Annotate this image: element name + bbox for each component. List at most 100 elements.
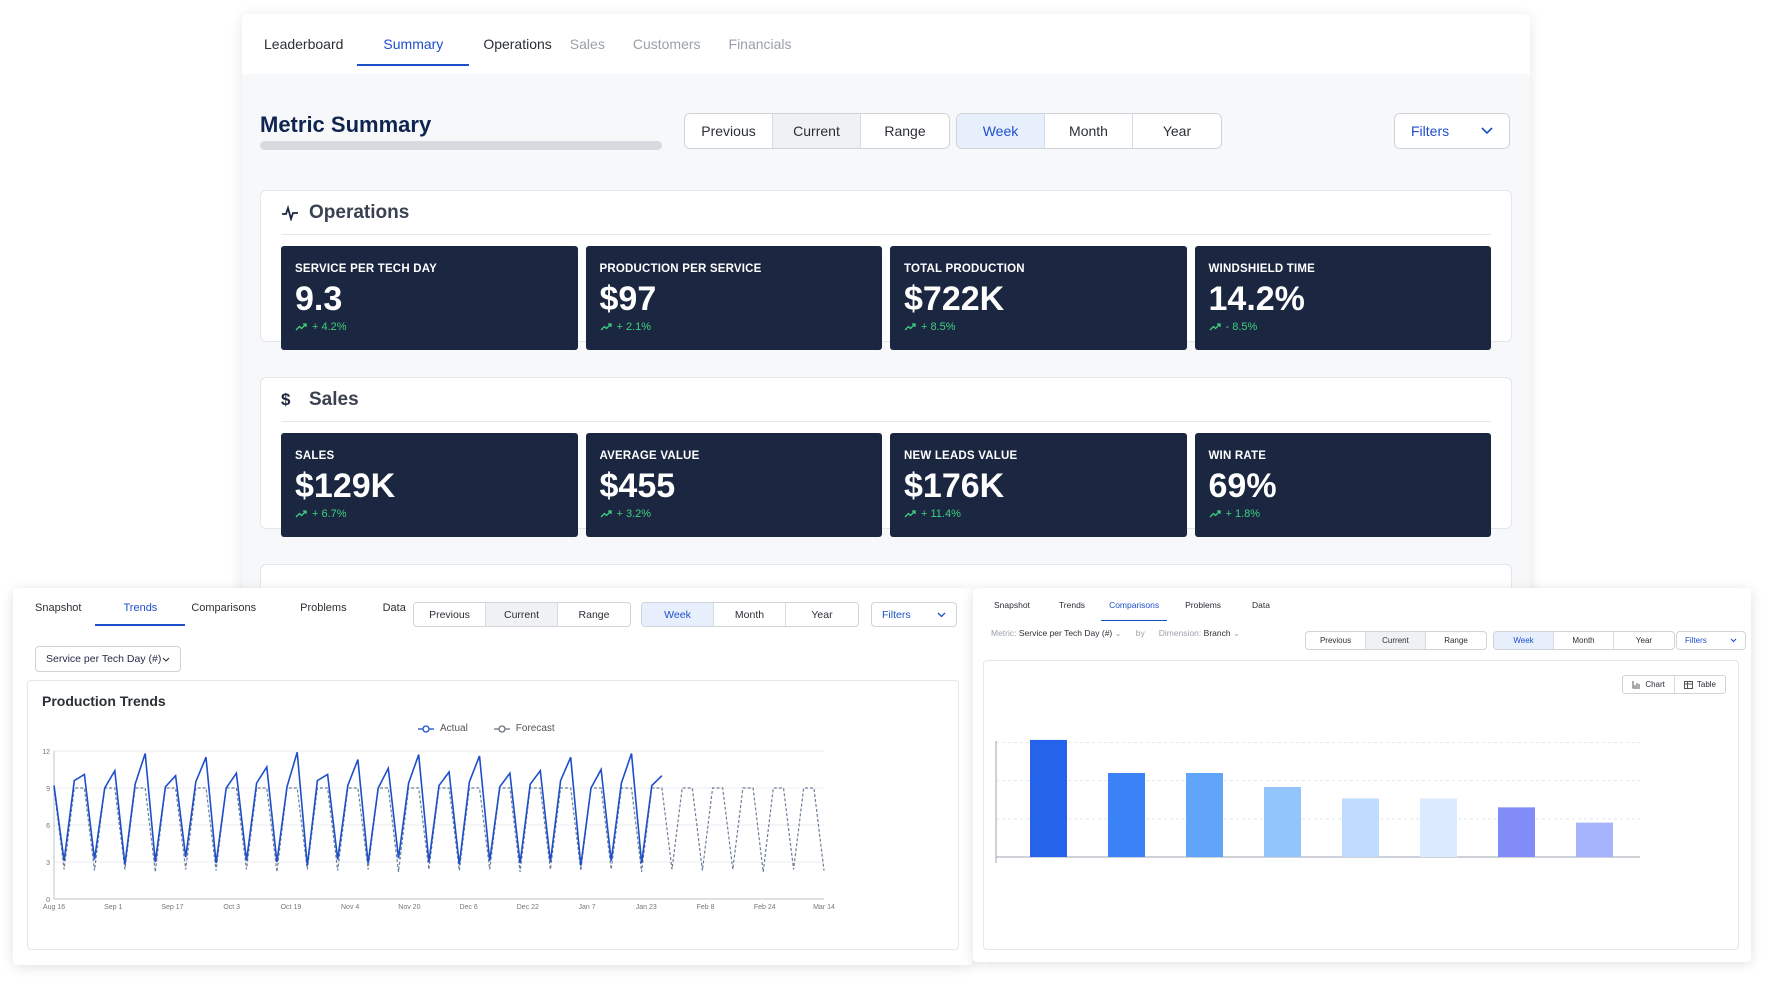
legend-actual-label: Actual — [440, 723, 468, 734]
metric-card[interactable]: SALES $129K + 6.7% — [281, 433, 578, 537]
filters-button[interactable]: Filters — [871, 602, 957, 627]
divider — [281, 421, 1491, 422]
tab-summary[interactable]: Summary — [357, 14, 470, 74]
metric-select[interactable]: Service per Tech Day (#) — [35, 646, 181, 672]
by-label: by — [1135, 628, 1145, 638]
bar[interactable] — [1264, 787, 1301, 857]
granularity-week-button[interactable]: Week — [1494, 632, 1554, 649]
tab-snapshot[interactable]: Snapshot — [994, 600, 1030, 610]
tab-problems[interactable]: Problems — [300, 602, 347, 614]
tab-financials[interactable]: Financials — [728, 36, 792, 52]
legend-actual[interactable]: Actual — [418, 723, 468, 734]
period-range-button[interactable]: Range — [1444, 636, 1468, 645]
y-tick-label: 3 — [46, 860, 50, 867]
period-current-button[interactable]: Current — [1366, 632, 1426, 649]
granularity-selector: Week Month Year — [1493, 631, 1675, 650]
tab-data[interactable]: Data — [1252, 600, 1271, 610]
card-value: $455 — [599, 467, 676, 505]
tab-sales[interactable]: Sales — [569, 36, 605, 52]
period-previous-button[interactable]: Previous — [685, 114, 773, 148]
chart-title: Production Trends — [42, 693, 166, 709]
metric-select[interactable]: Metric: Service per Tech Day (#) ⌄ — [991, 628, 1122, 639]
metric-card[interactable]: WINDSHIELD TIME 14.2% - 8.5% — [1194, 246, 1491, 350]
metric-card[interactable]: WIN RATE 69% + 1.8% — [1194, 433, 1491, 537]
period-current-button[interactable]: Current — [486, 603, 558, 626]
legend-forecast[interactable]: Forecast — [493, 723, 555, 734]
chevron-down-icon — [1730, 638, 1737, 643]
trend-up-icon — [1209, 323, 1221, 331]
card-delta-value: + 11.4% — [921, 508, 961, 520]
bar[interactable] — [1342, 798, 1379, 857]
tab-problems[interactable]: Problems — [1185, 600, 1222, 610]
metric-card[interactable]: SERVICE PER TECH DAY 9.3 + 4.2% — [281, 246, 578, 350]
x-tick-label: Jan 23 — [636, 904, 657, 911]
tab-snapshot[interactable]: Snapshot — [35, 602, 82, 614]
card-value: $97 — [599, 280, 657, 318]
dimension-select[interactable]: Dimension: Branch ⌄ — [1159, 628, 1240, 639]
production-trends-panel: Production Trends Actual Forecast 0 3 6 9 12… — [27, 680, 959, 950]
bar[interactable] — [1108, 773, 1145, 857]
metric-card[interactable]: PRODUCTION PER SERVICE $97 + 2.1% — [585, 246, 882, 350]
card-value: $176K — [904, 467, 1005, 505]
metric-select-value: Service per Tech Day (#) — [46, 653, 162, 665]
metric-card[interactable]: NEW LEADS VALUE $176K + 11.4% — [890, 433, 1187, 537]
chart-icon — [1632, 680, 1641, 688]
trend-up-icon — [295, 323, 307, 331]
granularity-month-button[interactable]: Month — [1554, 632, 1614, 649]
granularity-selector: Week Month Year — [956, 113, 1222, 149]
card-value: $722K — [904, 280, 1005, 318]
period-current-button[interactable]: Current — [773, 114, 861, 148]
view-toggle: Chart Table — [1622, 675, 1726, 694]
granularity-year-button[interactable]: Year — [1162, 123, 1192, 139]
metric-card[interactable]: TOTAL PRODUCTION $722K + 8.5% — [890, 246, 1187, 350]
divider — [281, 234, 1491, 235]
tab-leaderboard[interactable]: Leaderboard — [264, 36, 344, 52]
bar[interactable] — [1498, 807, 1535, 857]
period-previous-button[interactable]: Previous — [414, 603, 486, 626]
filters-button[interactable]: Filters — [1676, 631, 1746, 650]
chart-view-button[interactable]: Chart — [1623, 676, 1675, 693]
period-range-button[interactable]: Range — [578, 608, 610, 621]
operations-title: Operations — [309, 202, 410, 223]
trends-window: Snapshot Trends Comparisons Problems Dat… — [13, 588, 973, 965]
granularity-week-button[interactable]: Week — [957, 114, 1045, 148]
tab-data[interactable]: Data — [382, 602, 406, 614]
x-tick-label: Sep 17 — [161, 904, 183, 911]
bar[interactable] — [1186, 773, 1223, 857]
tab-customers[interactable]: Customers — [632, 36, 701, 52]
tab-comparisons[interactable]: Comparisons — [1101, 588, 1168, 622]
bar[interactable] — [1420, 798, 1457, 857]
card-delta-value: - 8.5% — [1225, 321, 1258, 333]
tab-trends[interactable]: Trends — [95, 588, 186, 628]
line-marker-icon — [418, 724, 434, 733]
trends-tab-bar: Snapshot Trends Comparisons Problems Dat… — [21, 588, 420, 628]
granularity-month-button[interactable]: Month — [714, 603, 786, 626]
tab-trends[interactable]: Trends — [1058, 600, 1086, 610]
granularity-year-button[interactable]: Year — [1635, 636, 1653, 645]
table-view-button[interactable]: Table — [1675, 676, 1725, 693]
trend-up-icon — [904, 510, 916, 518]
period-previous-button[interactable]: Previous — [1306, 632, 1366, 649]
card-delta: + 11.4% — [904, 508, 1173, 520]
card-label: SERVICE PER TECH DAY — [295, 263, 438, 275]
tab-operations[interactable]: Operations — [483, 36, 552, 52]
granularity-year-button[interactable]: Year — [811, 608, 833, 621]
granularity-month-button[interactable]: Month — [1045, 114, 1133, 148]
card-value: 9.3 — [295, 280, 343, 318]
sales-header: $ Sales — [261, 378, 1511, 422]
comparisons-tab-bar: Snapshot Trends Comparisons Problems Dat… — [981, 588, 1283, 622]
x-tick-label: Dec 22 — [517, 904, 539, 911]
period-range-button[interactable]: Range — [884, 123, 926, 139]
metric-card[interactable]: AVERAGE VALUE $455 + 3.2% — [585, 433, 882, 537]
sales-title: Sales — [309, 389, 359, 410]
card-delta-value: + 8.5% — [921, 321, 956, 333]
x-tick-label: Mar 14 — [813, 904, 835, 911]
card-delta-value: + 2.1% — [616, 321, 652, 333]
bar[interactable] — [1576, 822, 1613, 857]
tab-comparisons[interactable]: Comparisons — [191, 602, 257, 614]
filters-button[interactable]: Filters — [1394, 113, 1510, 149]
granularity-week-button[interactable]: Week — [642, 603, 714, 626]
metric-label: Metric: — [991, 628, 1017, 638]
operations-cards: SERVICE PER TECH DAY 9.3 + 4.2% PRODUCTI… — [281, 246, 1491, 350]
bar[interactable] — [1030, 739, 1067, 857]
